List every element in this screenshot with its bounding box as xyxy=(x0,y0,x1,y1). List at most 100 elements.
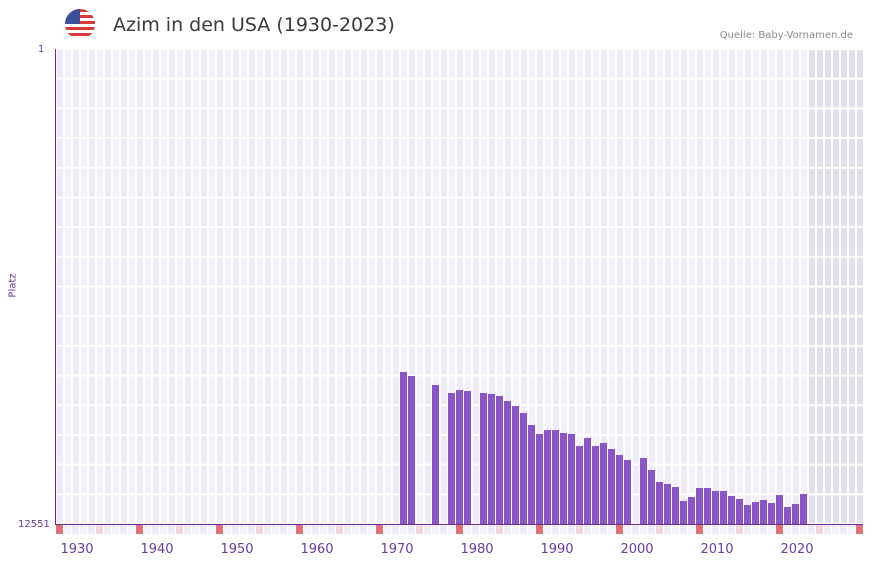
year-marker xyxy=(536,525,543,534)
year-marker xyxy=(208,525,215,534)
year-marker xyxy=(136,525,143,534)
year-marker xyxy=(600,525,607,534)
x-tick-1970: 1970 xyxy=(380,542,414,557)
bar-2015[interactable] xyxy=(752,502,759,524)
year-marker xyxy=(744,525,751,534)
year-marker xyxy=(320,525,327,534)
year-marker xyxy=(192,525,199,534)
bar-1997[interactable] xyxy=(608,449,615,524)
year-marker xyxy=(296,525,303,534)
year-marker xyxy=(656,525,663,534)
x-axis xyxy=(55,524,863,525)
bar-2006[interactable] xyxy=(680,501,687,524)
year-marker xyxy=(680,525,687,534)
year-marker xyxy=(232,525,239,534)
year-marker xyxy=(592,525,599,534)
year-marker xyxy=(848,525,855,534)
year-marker xyxy=(360,525,367,534)
year-marker xyxy=(472,525,479,534)
bar-2020[interactable] xyxy=(792,504,799,524)
bar-2019[interactable] xyxy=(784,507,791,524)
x-tick-2000: 2000 xyxy=(620,542,654,557)
bar-1998[interactable] xyxy=(616,455,623,524)
bar-1983[interactable] xyxy=(496,396,503,524)
year-marker xyxy=(488,525,495,534)
bar-1981[interactable] xyxy=(480,393,487,524)
bar-1971[interactable] xyxy=(400,372,407,524)
year-marker xyxy=(112,525,119,534)
year-marker xyxy=(480,525,487,534)
year-marker xyxy=(736,525,743,534)
year-marker xyxy=(400,525,407,534)
bar-2009[interactable] xyxy=(704,488,711,524)
bar-2011[interactable] xyxy=(720,491,727,524)
year-marker xyxy=(304,525,311,534)
year-marker xyxy=(160,525,167,534)
bar-1975[interactable] xyxy=(432,385,439,524)
year-marker xyxy=(240,525,247,534)
year-marker xyxy=(56,525,63,534)
y-tick-bottom: 12551 xyxy=(18,519,50,530)
bar-1972[interactable] xyxy=(408,376,415,524)
bar-1992[interactable] xyxy=(568,434,575,524)
x-tick-1950: 1950 xyxy=(220,542,254,557)
bar-1990[interactable] xyxy=(552,430,559,524)
bar-1985[interactable] xyxy=(512,406,519,524)
bar-2003[interactable] xyxy=(656,482,663,524)
year-marker xyxy=(752,525,759,534)
year-marker xyxy=(264,525,271,534)
year-marker xyxy=(760,525,767,534)
bar-1984[interactable] xyxy=(504,401,511,524)
bar-1986[interactable] xyxy=(520,413,527,524)
bar-2014[interactable] xyxy=(744,505,751,524)
bar-2017[interactable] xyxy=(768,503,775,524)
bar-1995[interactable] xyxy=(592,446,599,524)
bar-2002[interactable] xyxy=(648,470,655,524)
year-marker xyxy=(560,525,567,534)
bar-1991[interactable] xyxy=(560,433,567,524)
bar-2007[interactable] xyxy=(688,497,695,524)
year-marker xyxy=(672,525,679,534)
year-marker xyxy=(280,525,287,534)
x-tick-1960: 1960 xyxy=(300,542,334,557)
bar-1979[interactable] xyxy=(464,391,471,524)
source-link[interactable]: Quelle: Baby-Vornamen.de xyxy=(719,30,853,41)
bar-1982[interactable] xyxy=(488,394,495,524)
year-marker xyxy=(688,525,695,534)
bar-1989[interactable] xyxy=(544,430,551,524)
year-marker xyxy=(552,525,559,534)
bar-2016[interactable] xyxy=(760,500,767,524)
bar-1999[interactable] xyxy=(624,460,631,524)
x-tick-1940: 1940 xyxy=(140,542,174,557)
year-marker xyxy=(80,525,87,534)
bar-1978[interactable] xyxy=(456,390,463,524)
year-marker xyxy=(544,525,551,534)
bar-2010[interactable] xyxy=(712,491,719,524)
bar-2001[interactable] xyxy=(640,458,647,524)
bar-2005[interactable] xyxy=(672,487,679,524)
y-axis-title: Platz xyxy=(7,273,19,298)
bar-1988[interactable] xyxy=(536,434,543,524)
year-marker xyxy=(856,525,863,534)
bar-1994[interactable] xyxy=(584,438,591,524)
bar-2021[interactable] xyxy=(800,494,807,524)
year-marker xyxy=(792,525,799,534)
year-marker xyxy=(448,525,455,534)
year-marker xyxy=(768,525,775,534)
year-marker xyxy=(576,525,583,534)
bar-1993[interactable] xyxy=(576,446,583,524)
year-marker xyxy=(168,525,175,534)
year-marker xyxy=(816,525,823,534)
year-marker xyxy=(648,525,655,534)
bar-2018[interactable] xyxy=(776,495,783,524)
bar-2013[interactable] xyxy=(736,499,743,524)
bar-1977[interactable] xyxy=(448,393,455,524)
year-marker xyxy=(616,525,623,534)
bar-1996[interactable] xyxy=(600,443,607,524)
bar-2012[interactable] xyxy=(728,496,735,524)
year-marker xyxy=(224,525,231,534)
bar-2004[interactable] xyxy=(664,484,671,524)
year-marker xyxy=(88,525,95,534)
bar-1987[interactable] xyxy=(528,425,535,524)
bar-2008[interactable] xyxy=(696,488,703,524)
